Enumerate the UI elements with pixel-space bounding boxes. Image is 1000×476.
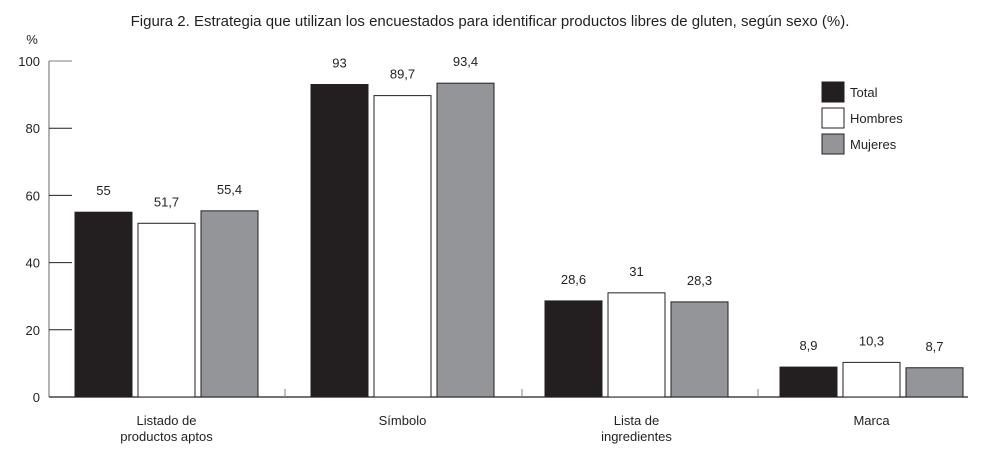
data-label: 93 (332, 56, 346, 71)
data-label: 51,7 (154, 194, 179, 209)
legend-label: Total (850, 85, 878, 100)
x-tick-label: Símbolo (379, 413, 427, 428)
y-tick-label: 20 (26, 323, 40, 338)
legend-swatch-total (821, 81, 845, 103)
legend-label: Hombres (850, 111, 903, 126)
data-label: 93,4 (453, 54, 478, 69)
y-tick-label: 40 (26, 256, 40, 271)
bar-hombres (842, 361, 901, 398)
bar-mujeres (436, 82, 495, 398)
bar-hombres (137, 222, 196, 398)
data-label: 10,3 (859, 333, 884, 348)
data-label: 28,3 (687, 273, 712, 288)
y-tick-label: 60 (26, 188, 40, 203)
data-label: 55 (96, 183, 110, 198)
bar-hombres (373, 95, 432, 398)
y-axis-label: % (26, 32, 38, 47)
bar-mujeres (670, 301, 729, 398)
bar-hombres (607, 292, 666, 398)
legend-swatch-hombres (821, 107, 845, 129)
x-tick-label: Marca (853, 413, 890, 428)
bar-mujeres (905, 367, 964, 398)
y-tick-label: 100 (18, 54, 40, 69)
y-tick-label: 80 (26, 121, 40, 136)
legend-swatch-mujeres (821, 133, 845, 155)
x-tick-label: Lista de (614, 413, 660, 428)
bar-total (310, 84, 369, 398)
bar-total (74, 211, 133, 398)
data-label: 8,7 (925, 339, 943, 354)
y-tick-label: 0 (33, 390, 40, 405)
data-label: 8,9 (799, 338, 817, 353)
data-label: 55,4 (217, 182, 242, 197)
data-label: 89,7 (390, 67, 415, 82)
legend-label: Mujeres (850, 137, 897, 152)
x-tick-label: productos aptos (120, 429, 213, 444)
bar-total (544, 300, 603, 398)
bar-mujeres (200, 210, 259, 398)
data-label: 28,6 (561, 272, 586, 287)
data-label: 31 (629, 264, 643, 279)
bar-total (779, 366, 838, 398)
chart-title: Figura 2. Estrategia que utilizan los en… (131, 13, 850, 30)
x-tick-label: Listado de (137, 413, 197, 428)
x-tick-label: ingredientes (601, 429, 672, 444)
